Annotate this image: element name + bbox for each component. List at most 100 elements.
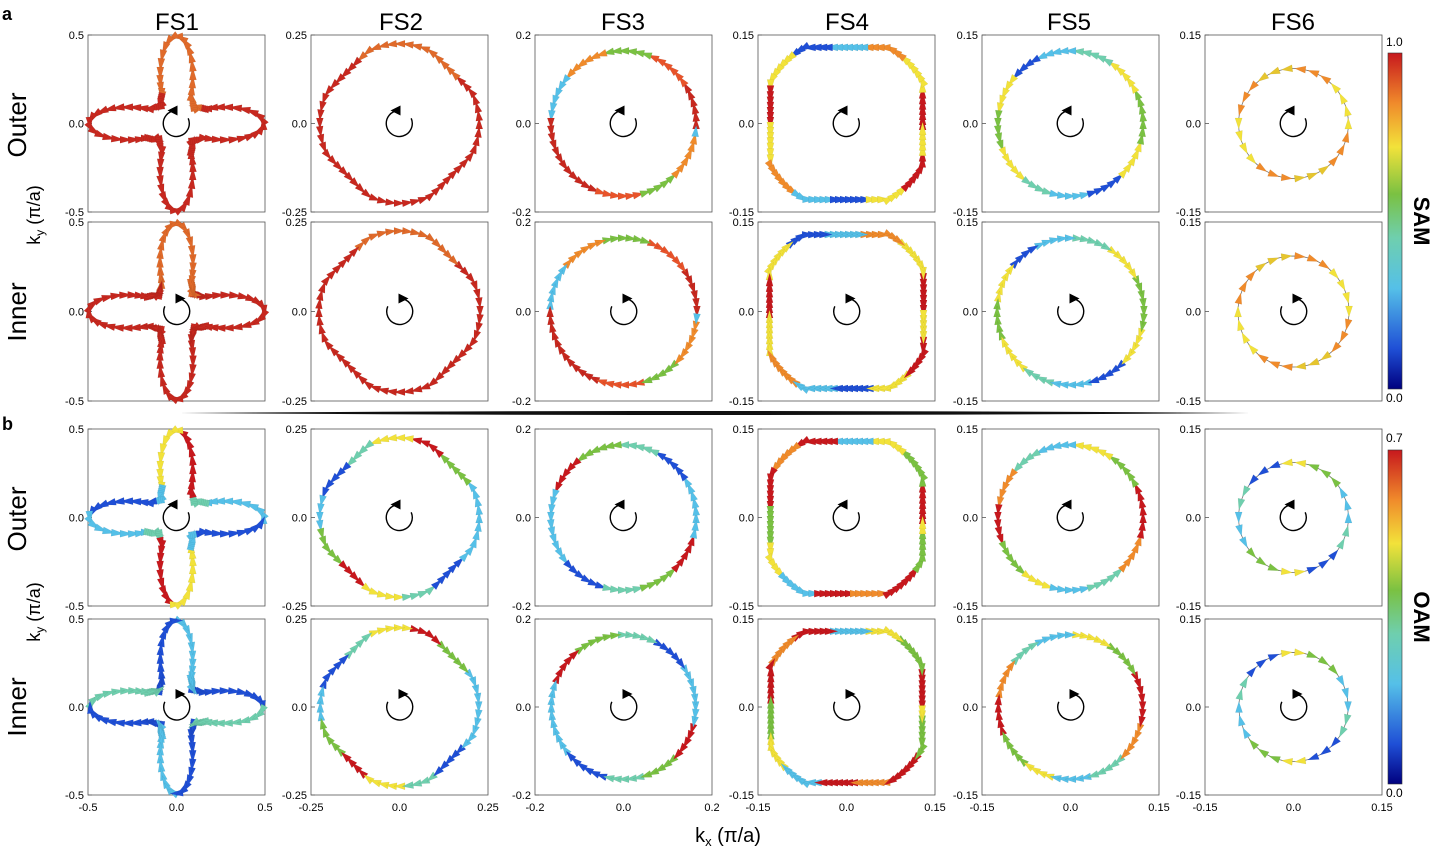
spin-arrow <box>418 440 431 448</box>
spin-arrow <box>474 125 482 138</box>
spin-arrow <box>393 433 406 442</box>
spin-arrow <box>127 136 142 144</box>
spin-arrow <box>680 154 690 167</box>
spin-arrow <box>576 58 588 69</box>
spin-arrow <box>1306 172 1319 181</box>
y-tick-label: 0.0 <box>69 513 84 525</box>
spin-arrow <box>561 468 572 480</box>
spin-arrow <box>1234 511 1243 524</box>
spin-arrow <box>675 555 686 567</box>
subplot-b-inner-fs5: 0.15 0.0 -0.15-0.15 0.0 0.15 <box>953 614 1170 814</box>
spin-arrow <box>259 308 270 323</box>
plot-frame <box>534 428 713 607</box>
spin-arrow <box>1012 462 1024 474</box>
spin-arrow <box>574 569 586 580</box>
y-axis-label-b: ky (π/a) <box>24 582 47 641</box>
spin-arrow <box>338 166 350 177</box>
rotation-indicator <box>1279 499 1307 532</box>
spin-arrow <box>796 383 811 395</box>
spin-arrow <box>354 182 366 194</box>
rotation-indicator <box>833 689 861 721</box>
rotation-indicator <box>386 293 414 326</box>
spin-arrow <box>1027 574 1040 584</box>
colorbar-sam-label: SAM <box>1409 197 1432 246</box>
spin-arrow <box>357 50 369 62</box>
y-tick-label: 0.0 <box>69 702 84 714</box>
spin-arrow <box>1245 153 1257 165</box>
x-tick-label: -0.2 <box>526 802 545 814</box>
spin-arrow <box>211 103 226 111</box>
subplot-b-outer-fs1: 0.5 0.0 -0.5 <box>65 424 269 613</box>
spin-arrow <box>376 196 389 204</box>
rotation-indicator <box>385 499 413 532</box>
x-tick-label: 0.0 <box>616 802 631 814</box>
y-tick-label: 0.15 <box>1180 614 1201 626</box>
spin-arrow <box>680 548 690 561</box>
rotation-indicator <box>1280 293 1308 326</box>
spin-arrow <box>349 177 360 189</box>
spin-arrow <box>1127 154 1137 167</box>
spin-arrow <box>324 84 335 97</box>
y-tick-label: 0.15 <box>957 424 978 436</box>
plot-frame <box>1204 618 1383 796</box>
spin-arrow <box>1242 91 1251 104</box>
spin-arrow <box>1001 152 1011 165</box>
spin-arrow <box>1280 363 1293 372</box>
spin-arrow <box>609 46 622 55</box>
x-tick-label: -0.5 <box>79 802 98 814</box>
spin-arrow <box>1306 650 1319 659</box>
row-label-b-outer: Outer <box>2 486 32 551</box>
subplot-b-inner-fs4: 0.15 0.0 -0.15-0.15 0.0 0.15 <box>729 614 946 814</box>
spin-arrow <box>687 88 696 101</box>
plot-frame <box>310 618 489 796</box>
spin-arrow <box>1238 142 1248 155</box>
spin-arrow <box>433 447 445 459</box>
y-tick-label: 0.0 <box>69 119 84 131</box>
rotation-indicator <box>162 499 190 532</box>
spin-arrow <box>918 121 927 136</box>
spin-arrow <box>211 497 226 505</box>
y-tick-label: 0.0 <box>963 307 978 319</box>
spin-arrow <box>646 187 659 196</box>
y-tick-label: 0.2 <box>516 424 531 436</box>
spin-arrow <box>393 593 406 602</box>
spin-arrow <box>557 80 567 93</box>
spin-arrow <box>442 173 453 185</box>
column-header-fs1: FS1 <box>155 9 199 36</box>
spin-arrow <box>219 103 234 112</box>
spin-arrow <box>882 228 897 240</box>
colorbar-sam-max: 1.0 <box>1386 35 1403 49</box>
y-tick-label: 0.2 <box>516 217 531 229</box>
y-tick-label: -0.15 <box>1176 601 1201 613</box>
spin-arrow <box>436 179 448 191</box>
spin-arrow <box>1112 173 1124 185</box>
spin-arrow <box>417 590 430 599</box>
spin-arrow <box>667 65 679 77</box>
spin-arrow <box>765 657 776 672</box>
spin-arrow <box>475 503 484 516</box>
y-tick-label: 0.15 <box>733 217 754 229</box>
spin-arrow <box>1120 464 1132 476</box>
spin-arrow <box>1320 350 1332 361</box>
spin-arrow <box>475 109 484 122</box>
rotation-indicator <box>832 105 860 138</box>
y-tick-label: 0.15 <box>1180 30 1201 42</box>
spin-arrow <box>424 191 436 202</box>
spin-arrow <box>994 511 1002 524</box>
spin-arrow <box>385 592 398 600</box>
y-tick-label: -0.5 <box>65 396 84 408</box>
spin-arrow <box>1064 192 1077 200</box>
y-tick-label: 0.2 <box>516 30 531 42</box>
spin-arrow <box>127 497 142 506</box>
spin-arrow <box>1001 546 1011 559</box>
rotation-indicator <box>386 689 414 721</box>
spin-arrow <box>1241 331 1251 345</box>
spin-arrow <box>449 464 461 475</box>
spin-arrow <box>565 462 577 474</box>
spin-arrow <box>617 441 630 449</box>
spin-arrow <box>1294 362 1307 370</box>
y-tick-label: -0.15 <box>729 790 754 802</box>
spin-arrow <box>346 62 357 74</box>
y-tick-label: 0.0 <box>69 307 84 319</box>
